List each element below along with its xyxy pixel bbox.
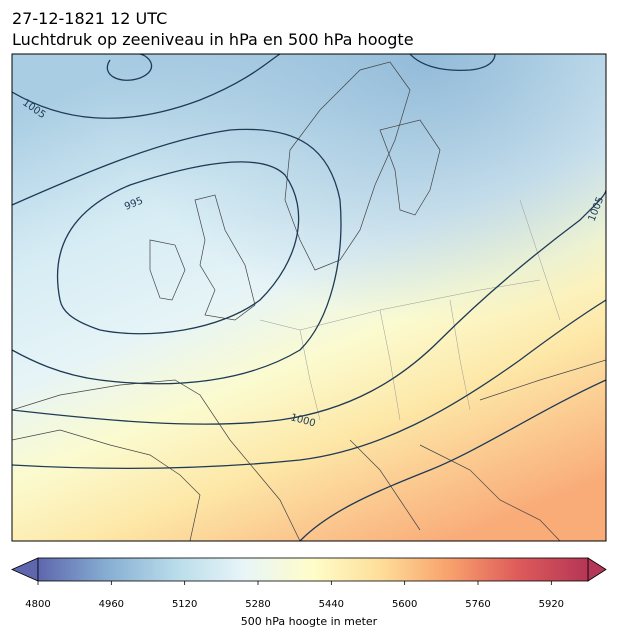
isobar (12, 54, 281, 119)
colorbar-extend-high (587, 557, 607, 582)
border (259, 199, 561, 421)
coastline (284, 61, 411, 271)
coastline (12, 379, 301, 541)
colorbar-bar (37, 557, 589, 582)
isobar (12, 189, 606, 425)
coastline (379, 119, 441, 216)
height-field-low (12, 54, 606, 541)
isobar (12, 299, 606, 469)
colorbar-tick-label: 4800 (25, 599, 50, 610)
coastline (149, 239, 186, 301)
isobar (409, 54, 496, 71)
colorbar-tick-label: 5760 (465, 599, 490, 610)
title: Luchtdruk op zeeniveau in hPa en 500 hPa… (12, 30, 414, 49)
colorbar-tick-label: 5920 (539, 599, 564, 610)
isobar (299, 379, 606, 541)
date: 27-12-1821 12 UTC (12, 9, 167, 28)
map-frame (11, 53, 607, 542)
coastline (419, 444, 561, 541)
isobar (12, 128, 342, 385)
colorbar: 4800 4960 5120 5280 5440 5600 5760 5920 (11, 557, 607, 610)
isobar (56, 161, 300, 335)
map: 1005 995 1000 1005 (12, 54, 606, 541)
coastline (479, 359, 606, 401)
colorbar-tick-label: 5440 (319, 599, 344, 610)
coastline (194, 194, 256, 321)
coastline (349, 439, 421, 531)
coastline (12, 429, 201, 541)
colorbar-tick-label: 5600 (392, 599, 417, 610)
isobar (106, 54, 153, 81)
colorbar-extend-low (11, 557, 39, 582)
colorbar-tick-label: 4960 (99, 599, 124, 610)
colorbar-tick-label: 5280 (245, 599, 270, 610)
colorbar-label: 500 hPa hoogte in meter (241, 615, 378, 628)
colorbar-tick-label: 5120 (172, 599, 197, 610)
